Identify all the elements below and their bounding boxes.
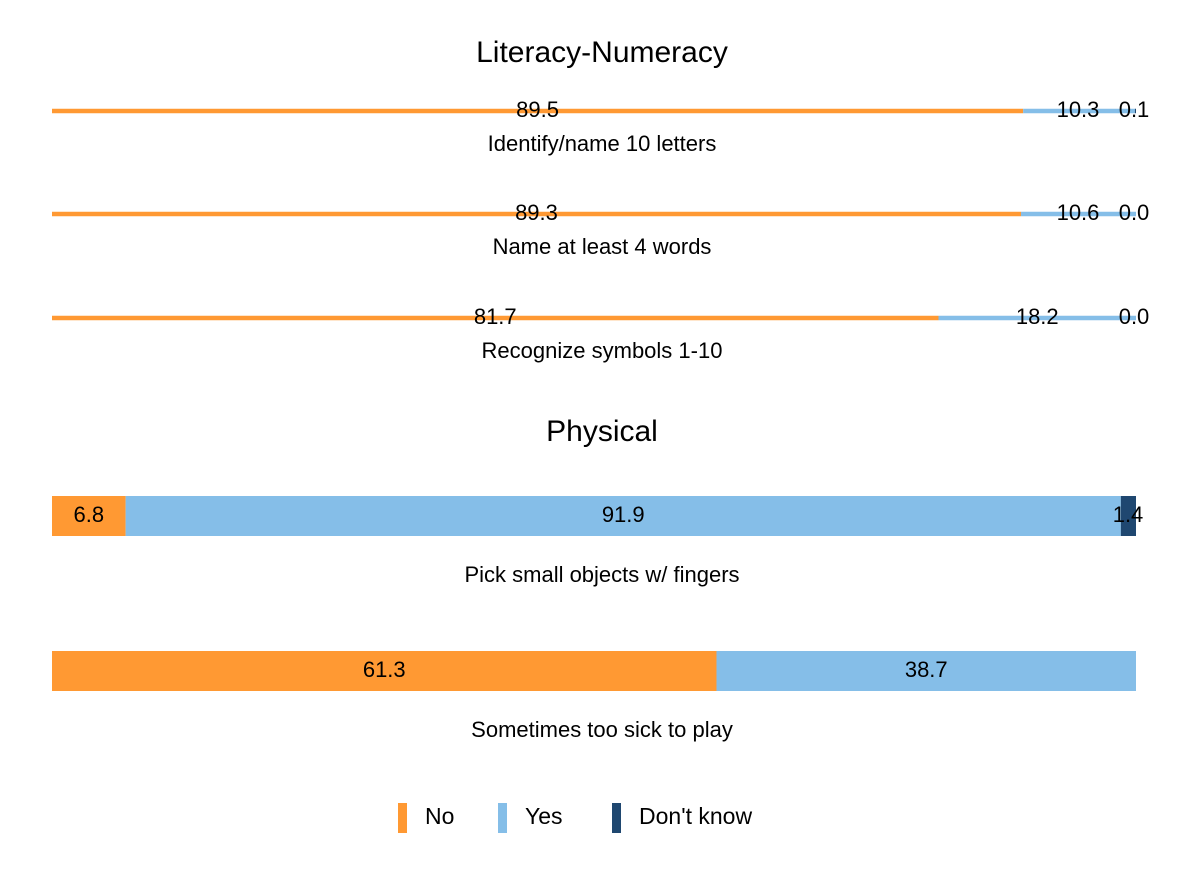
chart-panels: Literacy-Numeracy 89.5 10.3 0.1 Identify/nam… xyxy=(52,36,1149,742)
panel-0: Literacy-Numeracy 89.5 10.3 0.1 Identify/nam… xyxy=(52,36,1149,363)
bar-row: 81.7 18.2 0.0 Recognize symbols 1-10 xyxy=(52,304,1149,363)
value-label: 6.8 xyxy=(74,502,105,527)
legend-swatch xyxy=(398,803,407,833)
legend-item: Don't know xyxy=(612,803,752,833)
legend-swatch xyxy=(498,803,507,833)
bar-segment-don-t-know xyxy=(1134,108,1136,114)
bar-segment-yes xyxy=(125,496,1121,536)
value-label: 1.4 xyxy=(1113,502,1144,527)
value-label: 89.5 xyxy=(516,97,559,122)
bar-row: 89.3 10.6 0.0 Name at least 4 words xyxy=(52,200,1149,259)
value-label: 0.0 xyxy=(1119,304,1150,329)
chart-legend: No Yes Don't know xyxy=(398,803,752,833)
bar-segment-no xyxy=(52,108,1024,114)
bar-segment-no xyxy=(52,211,1021,217)
panel-title: Physical xyxy=(546,415,658,448)
bar-segment-yes xyxy=(1023,108,1135,114)
category-label: Identify/name 10 letters xyxy=(488,131,717,156)
bar-segment-no xyxy=(52,496,126,536)
value-label: 89.3 xyxy=(515,200,558,225)
value-label: 91.9 xyxy=(602,502,645,527)
value-label: 10.3 xyxy=(1057,97,1100,122)
bar-segment-yes xyxy=(938,315,1136,321)
legend-label: Yes xyxy=(525,803,563,829)
value-label: 0.0 xyxy=(1119,200,1150,225)
panel-1: Physical 6.8 91.9 1.4 Pick small objects w/ … xyxy=(52,415,1143,742)
legend-item: No xyxy=(398,803,454,833)
category-label: Name at least 4 words xyxy=(493,234,712,259)
category-label: Recognize symbols 1-10 xyxy=(482,338,723,363)
bar-segment-no xyxy=(52,315,939,321)
category-label: Pick small objects w/ fingers xyxy=(464,562,739,587)
bar-segment-yes xyxy=(1020,211,1136,217)
panel-title: Literacy-Numeracy xyxy=(476,36,728,69)
bar-row: 6.8 91.9 1.4 Pick small objects w/ fingers xyxy=(52,496,1143,587)
bar-segment-yes xyxy=(716,651,1136,691)
legend-swatch xyxy=(612,803,621,833)
value-label: 0.1 xyxy=(1119,97,1150,122)
legend-label: Don't know xyxy=(639,803,752,829)
value-label: 81.7 xyxy=(474,304,517,329)
category-label: Sometimes too sick to play xyxy=(471,717,733,742)
legend-item: Yes xyxy=(498,803,563,833)
value-label: 61.3 xyxy=(363,657,406,682)
value-label: 10.6 xyxy=(1057,200,1100,225)
bar-row: 61.3 38.7 Sometimes too sick to play xyxy=(52,651,1136,742)
value-label: 18.2 xyxy=(1016,304,1059,329)
legend-label: No xyxy=(425,803,454,829)
bar-segment-no xyxy=(52,651,717,691)
bar-segment-don-t-know xyxy=(1120,496,1136,536)
value-label: 38.7 xyxy=(905,657,948,682)
bar-row: 89.5 10.3 0.1 Identify/name 10 letters xyxy=(52,97,1149,156)
